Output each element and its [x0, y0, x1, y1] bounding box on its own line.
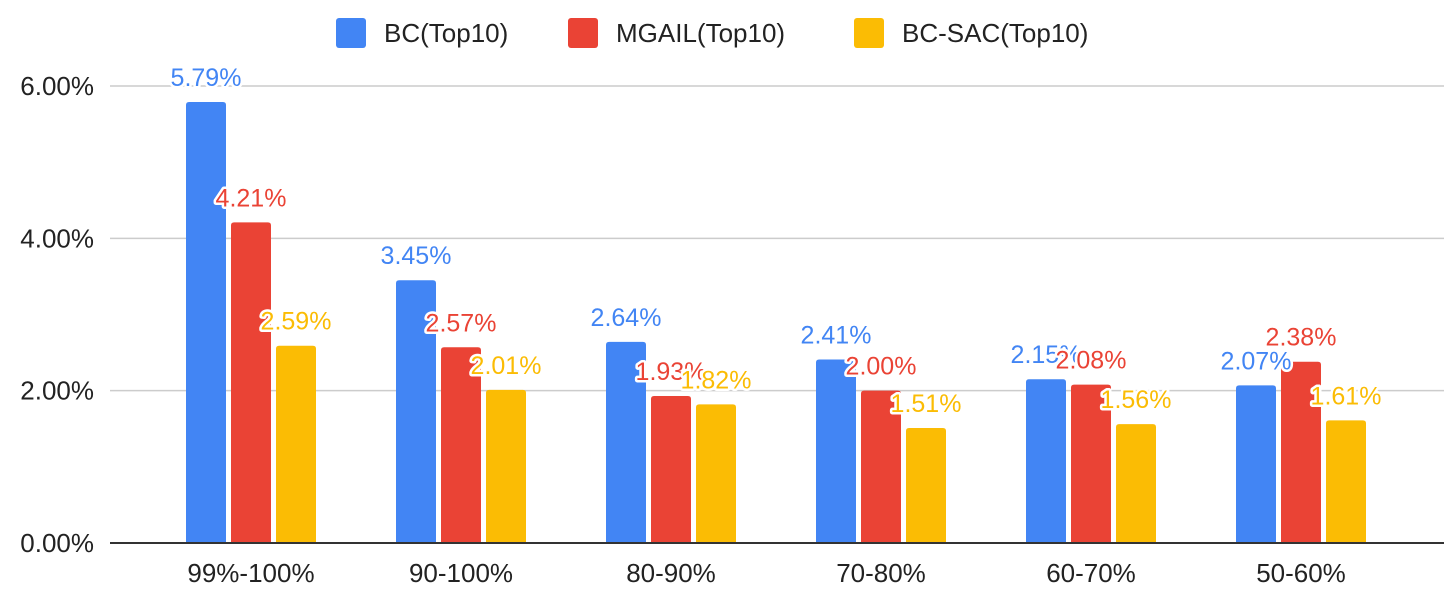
legend-swatch [568, 18, 598, 48]
bar [1236, 385, 1276, 543]
x-tick-label: 99%-100% [187, 558, 314, 588]
bar [441, 347, 481, 543]
data-label: 5.79% [171, 64, 242, 92]
legend-swatch [336, 18, 366, 48]
x-tick-label: 50-60% [1256, 558, 1346, 588]
data-label: 1.51% [891, 390, 962, 418]
bar [696, 404, 736, 543]
data-label: 2.38% [1266, 324, 1337, 352]
x-tick-label: 70-80% [836, 558, 926, 588]
data-label: 2.64% [591, 304, 662, 332]
data-label: 2.01% [471, 352, 542, 380]
y-tick-label: 4.00% [20, 223, 94, 253]
x-tick-label: 90-100% [409, 558, 513, 588]
data-label: 3.45% [381, 242, 452, 270]
bar [1071, 384, 1111, 543]
legend-label: BC-SAC(Top10) [902, 18, 1088, 48]
axes: 0.00% 2.00% 4.00% 6.00% 99%-100% 90-100% 80-90… [20, 71, 1444, 588]
data-label: 1.82% [681, 366, 752, 394]
legend-label: MGAIL(Top10) [616, 18, 785, 48]
bar [861, 390, 901, 543]
data-labels: 5.79% 4.21% 2.59% 3.45% 2.57% 2.01% 2.64% 1.93%… [168, 61, 1384, 420]
legend-swatch [854, 18, 884, 48]
x-tick-label: 80-90% [626, 558, 716, 588]
data-label: 2.08% [1056, 347, 1127, 375]
bar [486, 389, 526, 543]
data-label: 1.61% [1311, 382, 1382, 410]
data-label: 2.41% [801, 321, 872, 349]
bar [606, 341, 646, 543]
data-label: 2.57% [426, 309, 497, 337]
legend-label: BC(Top10) [384, 18, 508, 48]
x-tick-label: 60-70% [1046, 558, 1136, 588]
bar [396, 280, 436, 543]
data-label: 4.21% [216, 184, 287, 212]
y-tick-label: 2.00% [20, 376, 94, 406]
data-label: 2.00% [846, 353, 917, 381]
bar [186, 101, 226, 544]
data-label: 2.07% [1221, 347, 1292, 375]
data-label: 1.56% [1101, 386, 1172, 414]
bar [816, 359, 856, 543]
bars [186, 101, 1366, 544]
gridlines [110, 85, 1444, 392]
legend: BC(Top10) MGAIL(Top10) BC-SAC(Top10) [336, 18, 1088, 48]
bar [276, 345, 316, 543]
y-tick-label: 6.00% [20, 71, 94, 101]
bar [651, 395, 691, 543]
bar [1116, 424, 1156, 543]
bar [231, 222, 271, 544]
data-label: 2.59% [261, 308, 332, 336]
bar [1326, 420, 1366, 543]
bar [1281, 361, 1321, 543]
y-tick-label: 0.00% [20, 528, 94, 558]
data-label: 2.15% [1011, 341, 1082, 369]
bar [906, 427, 946, 543]
data-label: 1.93% [636, 358, 707, 386]
bar [1026, 379, 1066, 543]
